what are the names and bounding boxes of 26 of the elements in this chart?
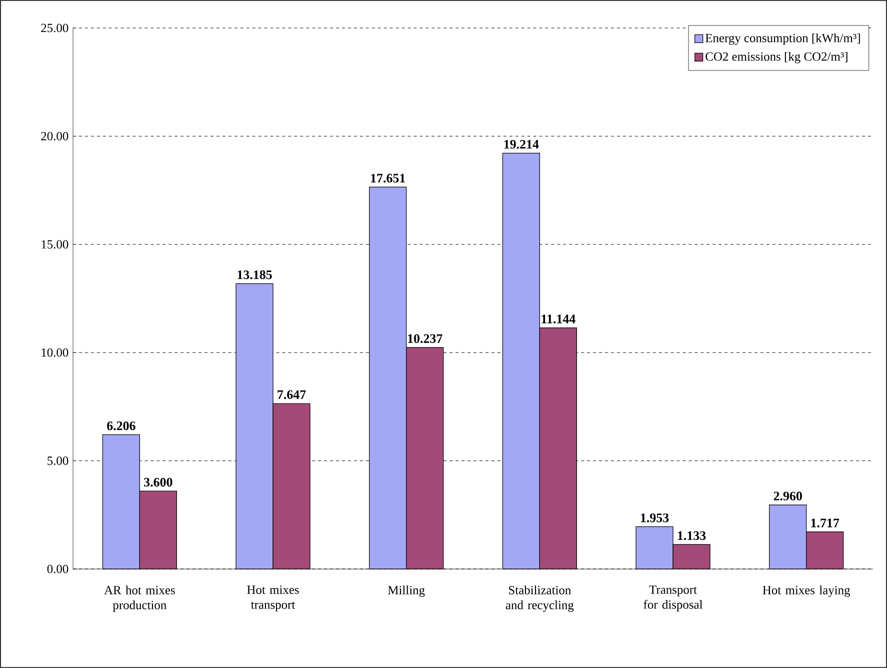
y-tick-label: 25.00 [41,24,68,32]
text: 19.214 [504,140,539,149]
text: 6.206 [107,421,136,430]
x-tick-label: Milling [388,586,425,597]
text: 2.960 [774,492,802,500]
text: 13.185 [238,270,272,280]
legend-label: CO2 emissions [kg CO2/m³] [706,52,848,64]
text: 3.600 [144,478,172,487]
y-tick-label: 10.00 [42,348,68,357]
text: 17.651 [371,174,405,183]
text: 1.953 [640,514,669,522]
text: 11.144 [542,314,576,324]
text: 10.237 [408,334,442,344]
text: 1.717 [811,518,840,528]
x-tick-label: AR hot mixes production [104,586,175,612]
x-tick-label: Transport for disposal [644,586,702,612]
x-tick-label: Hot mixes laying [762,586,850,597]
y-tick-label: 15.00 [42,240,68,249]
y-tick-label: 20.00 [41,132,68,140]
legend-label: Energy consumption [kWh/m³] [705,33,860,45]
y-tick-label: 0.00 [47,564,68,574]
x-tick-label: Stabilization and recycling [506,586,574,612]
text: 1.133 [678,531,706,540]
y-tick-label: 5.00 [48,456,68,466]
x-tick-label: Hot mixes transport [247,586,299,612]
text: 7.647 [278,390,306,400]
